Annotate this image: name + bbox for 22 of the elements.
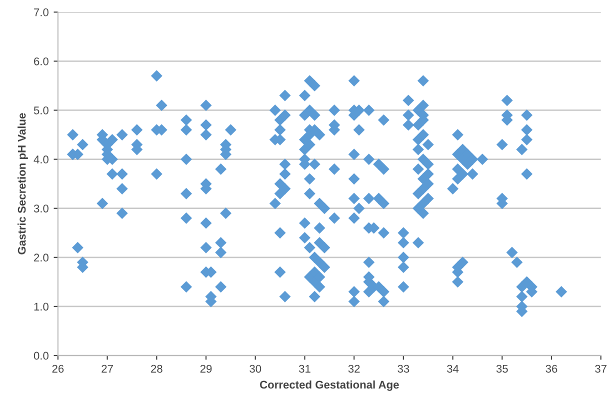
x-tick-label: 35 (496, 364, 508, 373)
x-tick-label: 34 (447, 364, 459, 373)
y-tick-label: 4.0 (34, 156, 48, 164)
x-tick-label: 27 (102, 364, 113, 373)
x-tick-label: 32 (348, 364, 360, 373)
y-tick-label: 5.0 (34, 106, 48, 114)
x-tick-label: 31 (298, 364, 310, 373)
x-tick-label: 36 (546, 364, 558, 373)
y-tick-label: 7.0 (34, 8, 48, 16)
x-tick-label: 29 (200, 364, 212, 373)
y-axis-title: Gastric Secretion pH Value (18, 113, 28, 254)
y-tick-label: 1.0 (34, 302, 48, 311)
x-tick-label: 28 (151, 364, 162, 373)
y-tick-label: 3.0 (34, 204, 48, 212)
x-axis-title: Corrected Gestational Age (260, 380, 399, 391)
x-tick-label: 30 (250, 364, 262, 373)
x-tick-label: 26 (52, 364, 64, 373)
y-tick-label: 0.0 (34, 352, 48, 360)
x-tick-label: 33 (398, 364, 410, 373)
y-tick-label: 2.0 (34, 254, 48, 262)
x-tick-label: 37 (595, 364, 606, 373)
y-tick-label: 6.0 (34, 57, 48, 66)
